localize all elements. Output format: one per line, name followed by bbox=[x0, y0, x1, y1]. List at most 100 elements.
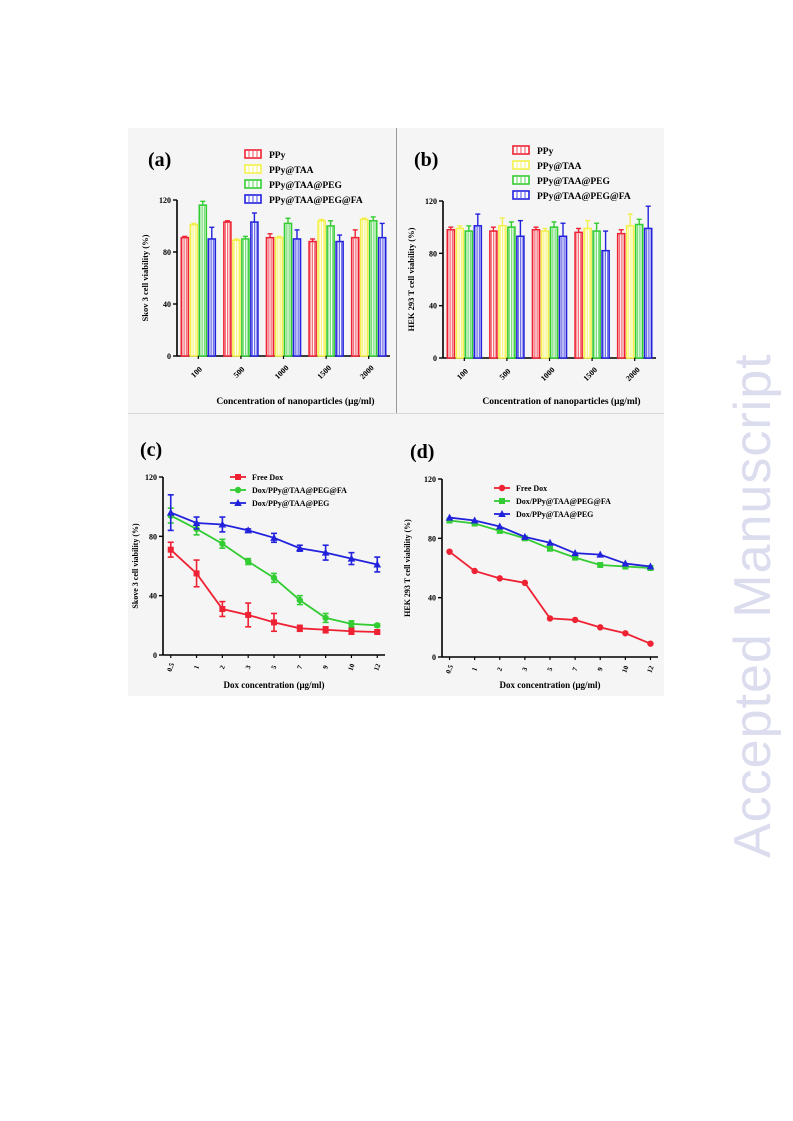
panel-c-x-tick-label: 2 bbox=[218, 664, 227, 670]
panel-d-x-tick-label: 3 bbox=[521, 666, 530, 672]
panel-d-marker bbox=[646, 562, 655, 570]
panel-a-x-tick-label: 100 bbox=[189, 365, 204, 380]
panel-c-legend-label: Free Dox bbox=[252, 473, 283, 482]
panel-b-y-tick-label: 0 bbox=[433, 354, 437, 363]
panel-b-legend-label: PPy@TAA bbox=[537, 162, 582, 172]
panel-d-legend-label: Free Dox bbox=[516, 484, 547, 493]
panel-c-marker bbox=[219, 606, 226, 613]
panel-d-marker bbox=[622, 630, 629, 637]
panel-a-y-axis-label: Skov 3 cell viability (%) bbox=[140, 234, 150, 321]
panel-d-marker bbox=[521, 532, 529, 540]
panel-c-y-tick-label: 0 bbox=[153, 651, 157, 660]
panel-d-marker bbox=[446, 548, 453, 555]
panel-d-legend-label: Dox/PPy@TAA@PEG@FA bbox=[516, 497, 611, 506]
panel-c-legend-label: Dox/PPy@TAA@PEG@FA bbox=[252, 486, 347, 495]
panel-c-marker bbox=[234, 486, 242, 494]
panel-d-marker bbox=[572, 554, 579, 561]
chart-a-skov3-bar: 0 40 80 120 100 500 1000 1500 2000 Skov 3 cell vi… bbox=[140, 149, 390, 407]
panel-d-marker bbox=[471, 567, 478, 575]
panel-c-y-tick-label: 120 bbox=[145, 473, 157, 482]
panel-d-marker bbox=[596, 550, 605, 558]
panel-c-marker bbox=[321, 548, 330, 556]
panel-b-legend-label: PPy@TAA@PEG bbox=[537, 177, 611, 187]
panel-c-x-tick-label: 0.5 bbox=[166, 661, 177, 672]
panel-c-marker bbox=[348, 620, 355, 628]
panel-d-panel-label: (d) bbox=[410, 441, 434, 463]
panel-b-x-axis-label: Concentration of nanoparticles (μg/ml) bbox=[482, 396, 640, 407]
panel-c-x-tick-label: 3 bbox=[244, 664, 253, 670]
panel-b-x-tick-label: 1000 bbox=[539, 365, 557, 383]
panel-a-x-axis-label: Concentration of nanoparticles (μg/ml) bbox=[216, 396, 374, 407]
panel-c-x-tick-label: 7 bbox=[296, 664, 305, 670]
panel-c-marker bbox=[219, 540, 226, 547]
panel-c-marker bbox=[270, 574, 278, 582]
panel-a-x-tick-label: 2000 bbox=[358, 363, 376, 381]
panel-d-y-axis-label: HEK 293 T cell viability (%) bbox=[403, 519, 412, 617]
panel-c-marker bbox=[167, 546, 174, 553]
panel-b-legend-label: PPy bbox=[537, 147, 554, 157]
panel-c-x-axis-label: Dox concentration (μg/ml) bbox=[223, 680, 324, 690]
panel-c-marker bbox=[373, 560, 382, 568]
panel-c-marker bbox=[270, 533, 278, 541]
panel-c-marker bbox=[296, 544, 304, 552]
panel-c-x-tick-label: 5 bbox=[270, 664, 279, 670]
panel-d-legend-label: Dox/PPy@TAA@PEG bbox=[516, 510, 593, 519]
panel-b-y-tick-label: 120 bbox=[425, 197, 437, 206]
panel-d-marker bbox=[498, 484, 506, 492]
panel-d-marker bbox=[546, 538, 554, 546]
panel-a-panel-label: (a) bbox=[148, 149, 171, 171]
chart-b-hek293t-bar: 0 40 80 120 100 500 1000 1500 2000 HEK 293 T cell… bbox=[406, 145, 656, 407]
panel-c-marker bbox=[244, 526, 252, 534]
panel-b-y-tick-label: 40 bbox=[429, 302, 437, 311]
panel-c-marker bbox=[218, 520, 227, 528]
panel-d-marker bbox=[647, 640, 654, 647]
panel-c-marker bbox=[245, 611, 252, 618]
panel-c-marker bbox=[347, 554, 356, 562]
panel-c-marker bbox=[322, 614, 329, 622]
panel-d-marker bbox=[498, 510, 506, 517]
panel-d-x-axis-label: Dox concentration (μg/ml) bbox=[499, 680, 600, 690]
panel-c-y-axis-label: Skove 3 cell viability (%) bbox=[131, 523, 140, 609]
panel-d-y-tick-label: 0 bbox=[432, 653, 436, 662]
panel-c-marker bbox=[374, 622, 381, 629]
panel-c-series-line bbox=[170, 514, 378, 627]
panel-a-y-tick-label: 80 bbox=[163, 248, 171, 257]
panel-d-marker bbox=[496, 527, 503, 534]
panel-c-marker bbox=[235, 474, 241, 480]
panel-d-marker bbox=[470, 516, 479, 524]
panel-c-marker bbox=[322, 626, 329, 633]
panel-b-legend-label: PPy@TAA@PEG@FA bbox=[537, 192, 631, 202]
panel-d-marker bbox=[597, 562, 604, 569]
panel-b-x-tick-label: 100 bbox=[455, 367, 470, 382]
panel-b-panel-label: (b) bbox=[414, 149, 438, 171]
panel-d-marker bbox=[445, 513, 454, 521]
panel-c-marker bbox=[192, 518, 201, 526]
panel-c-marker bbox=[271, 619, 277, 626]
panel-c-marker bbox=[166, 508, 175, 516]
panel-b-x-tick-label: 2000 bbox=[624, 365, 642, 383]
panel-c-legend-label: Dox/PPy@TAA@PEG bbox=[252, 499, 329, 508]
panel-a-legend-label: PPy@TAA bbox=[269, 166, 314, 176]
panel-d-x-tick-label: 2 bbox=[496, 666, 505, 672]
panel-b-x-tick-label: 500 bbox=[498, 367, 513, 382]
panel-c-panel-label: (c) bbox=[140, 439, 162, 461]
chart-d-hek293t-line: 0 40 80 120 Free Dox Dox/PPy@TAA@PEG@FA Dox/PP… bbox=[403, 441, 658, 690]
panel-a-legend-label: PPy@TAA@PEG bbox=[269, 181, 343, 191]
chart-c-skov3-line: 0 40 80 120 Free Dox Dox/PPy@TAA@PEG@FA Dox/PP… bbox=[131, 439, 385, 690]
panel-b-y-tick-label: 80 bbox=[429, 249, 437, 258]
panel-c-marker bbox=[193, 570, 200, 577]
panel-d-marker bbox=[571, 549, 579, 557]
panel-c-marker bbox=[234, 499, 242, 506]
panel-a-y-tick-label: 0 bbox=[167, 352, 171, 361]
panel-d-y-tick-label: 40 bbox=[428, 594, 436, 603]
panel-a-legend-label: PPy@TAA@PEG@FA bbox=[269, 196, 363, 206]
panel-b-x-tick-label: 1500 bbox=[581, 365, 599, 383]
panel-c-y-tick-label: 40 bbox=[149, 592, 157, 601]
panel-a-legend-label: PPy bbox=[269, 151, 286, 161]
accepted-manuscript-watermark: Accepted Manuscript bbox=[724, 353, 782, 858]
panel-d-x-tick-label: 9 bbox=[596, 666, 605, 672]
panel-c-marker bbox=[244, 558, 252, 565]
panel-d-marker bbox=[546, 615, 554, 622]
panel-c-x-tick-label: 9 bbox=[321, 664, 330, 670]
panel-a-y-tick-label: 120 bbox=[159, 196, 171, 205]
